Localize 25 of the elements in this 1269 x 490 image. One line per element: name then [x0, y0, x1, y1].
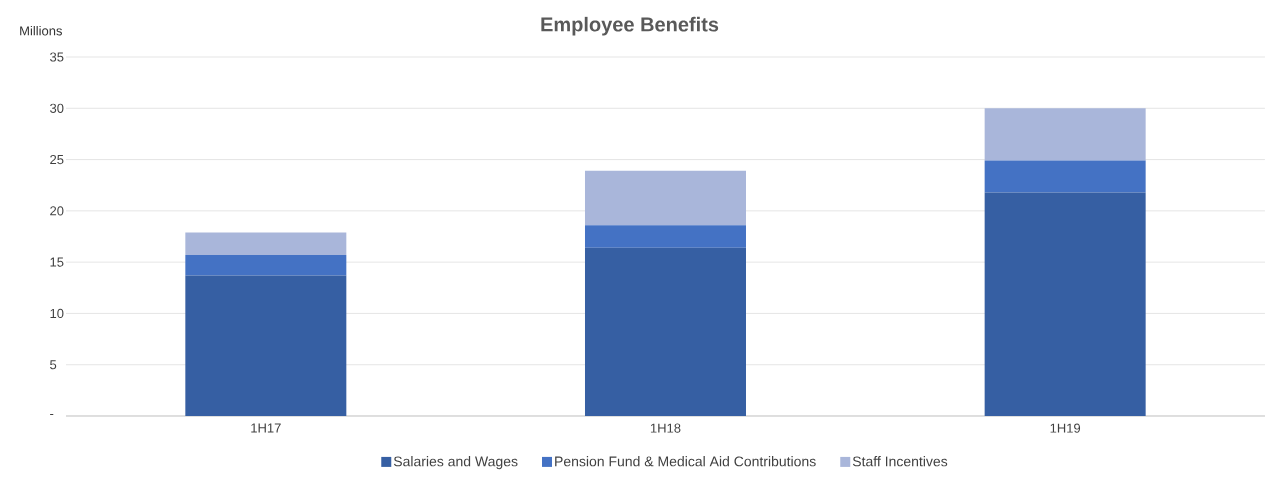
x-tick-label: 1H19: [1050, 423, 1081, 433]
y-axis-title: Millions: [20, 25, 62, 36]
y-tick-label: -: [50, 414, 54, 416]
y-tick-label: 15: [50, 257, 64, 267]
bar: [984, 192, 1146, 416]
legend-label: Pension Fund & Medical Aid Contributions: [555, 456, 816, 467]
bar: [185, 232, 347, 255]
y-tick-label: 30: [50, 103, 64, 113]
chart-title: Employee Benefits: [541, 16, 719, 36]
y-tick-label: 5: [50, 360, 57, 370]
bar: [185, 275, 347, 416]
bar: [584, 170, 746, 226]
x-tick-label: 1H18: [650, 423, 681, 433]
bar: [584, 247, 746, 416]
y-tick-label: 10: [50, 308, 64, 319]
y-tick-label: 25: [50, 154, 64, 165]
bar: [185, 254, 347, 276]
x-tick-label: 1H17: [251, 423, 281, 433]
bar: [984, 160, 1146, 193]
legend-label: Staff Incentives: [852, 456, 948, 467]
legend-label: Salaries and Wages: [393, 456, 518, 470]
bar: [984, 108, 1146, 161]
y-tick-label: 20: [50, 206, 64, 216]
y-tick-label: 35: [50, 52, 64, 62]
bar: [584, 225, 746, 248]
